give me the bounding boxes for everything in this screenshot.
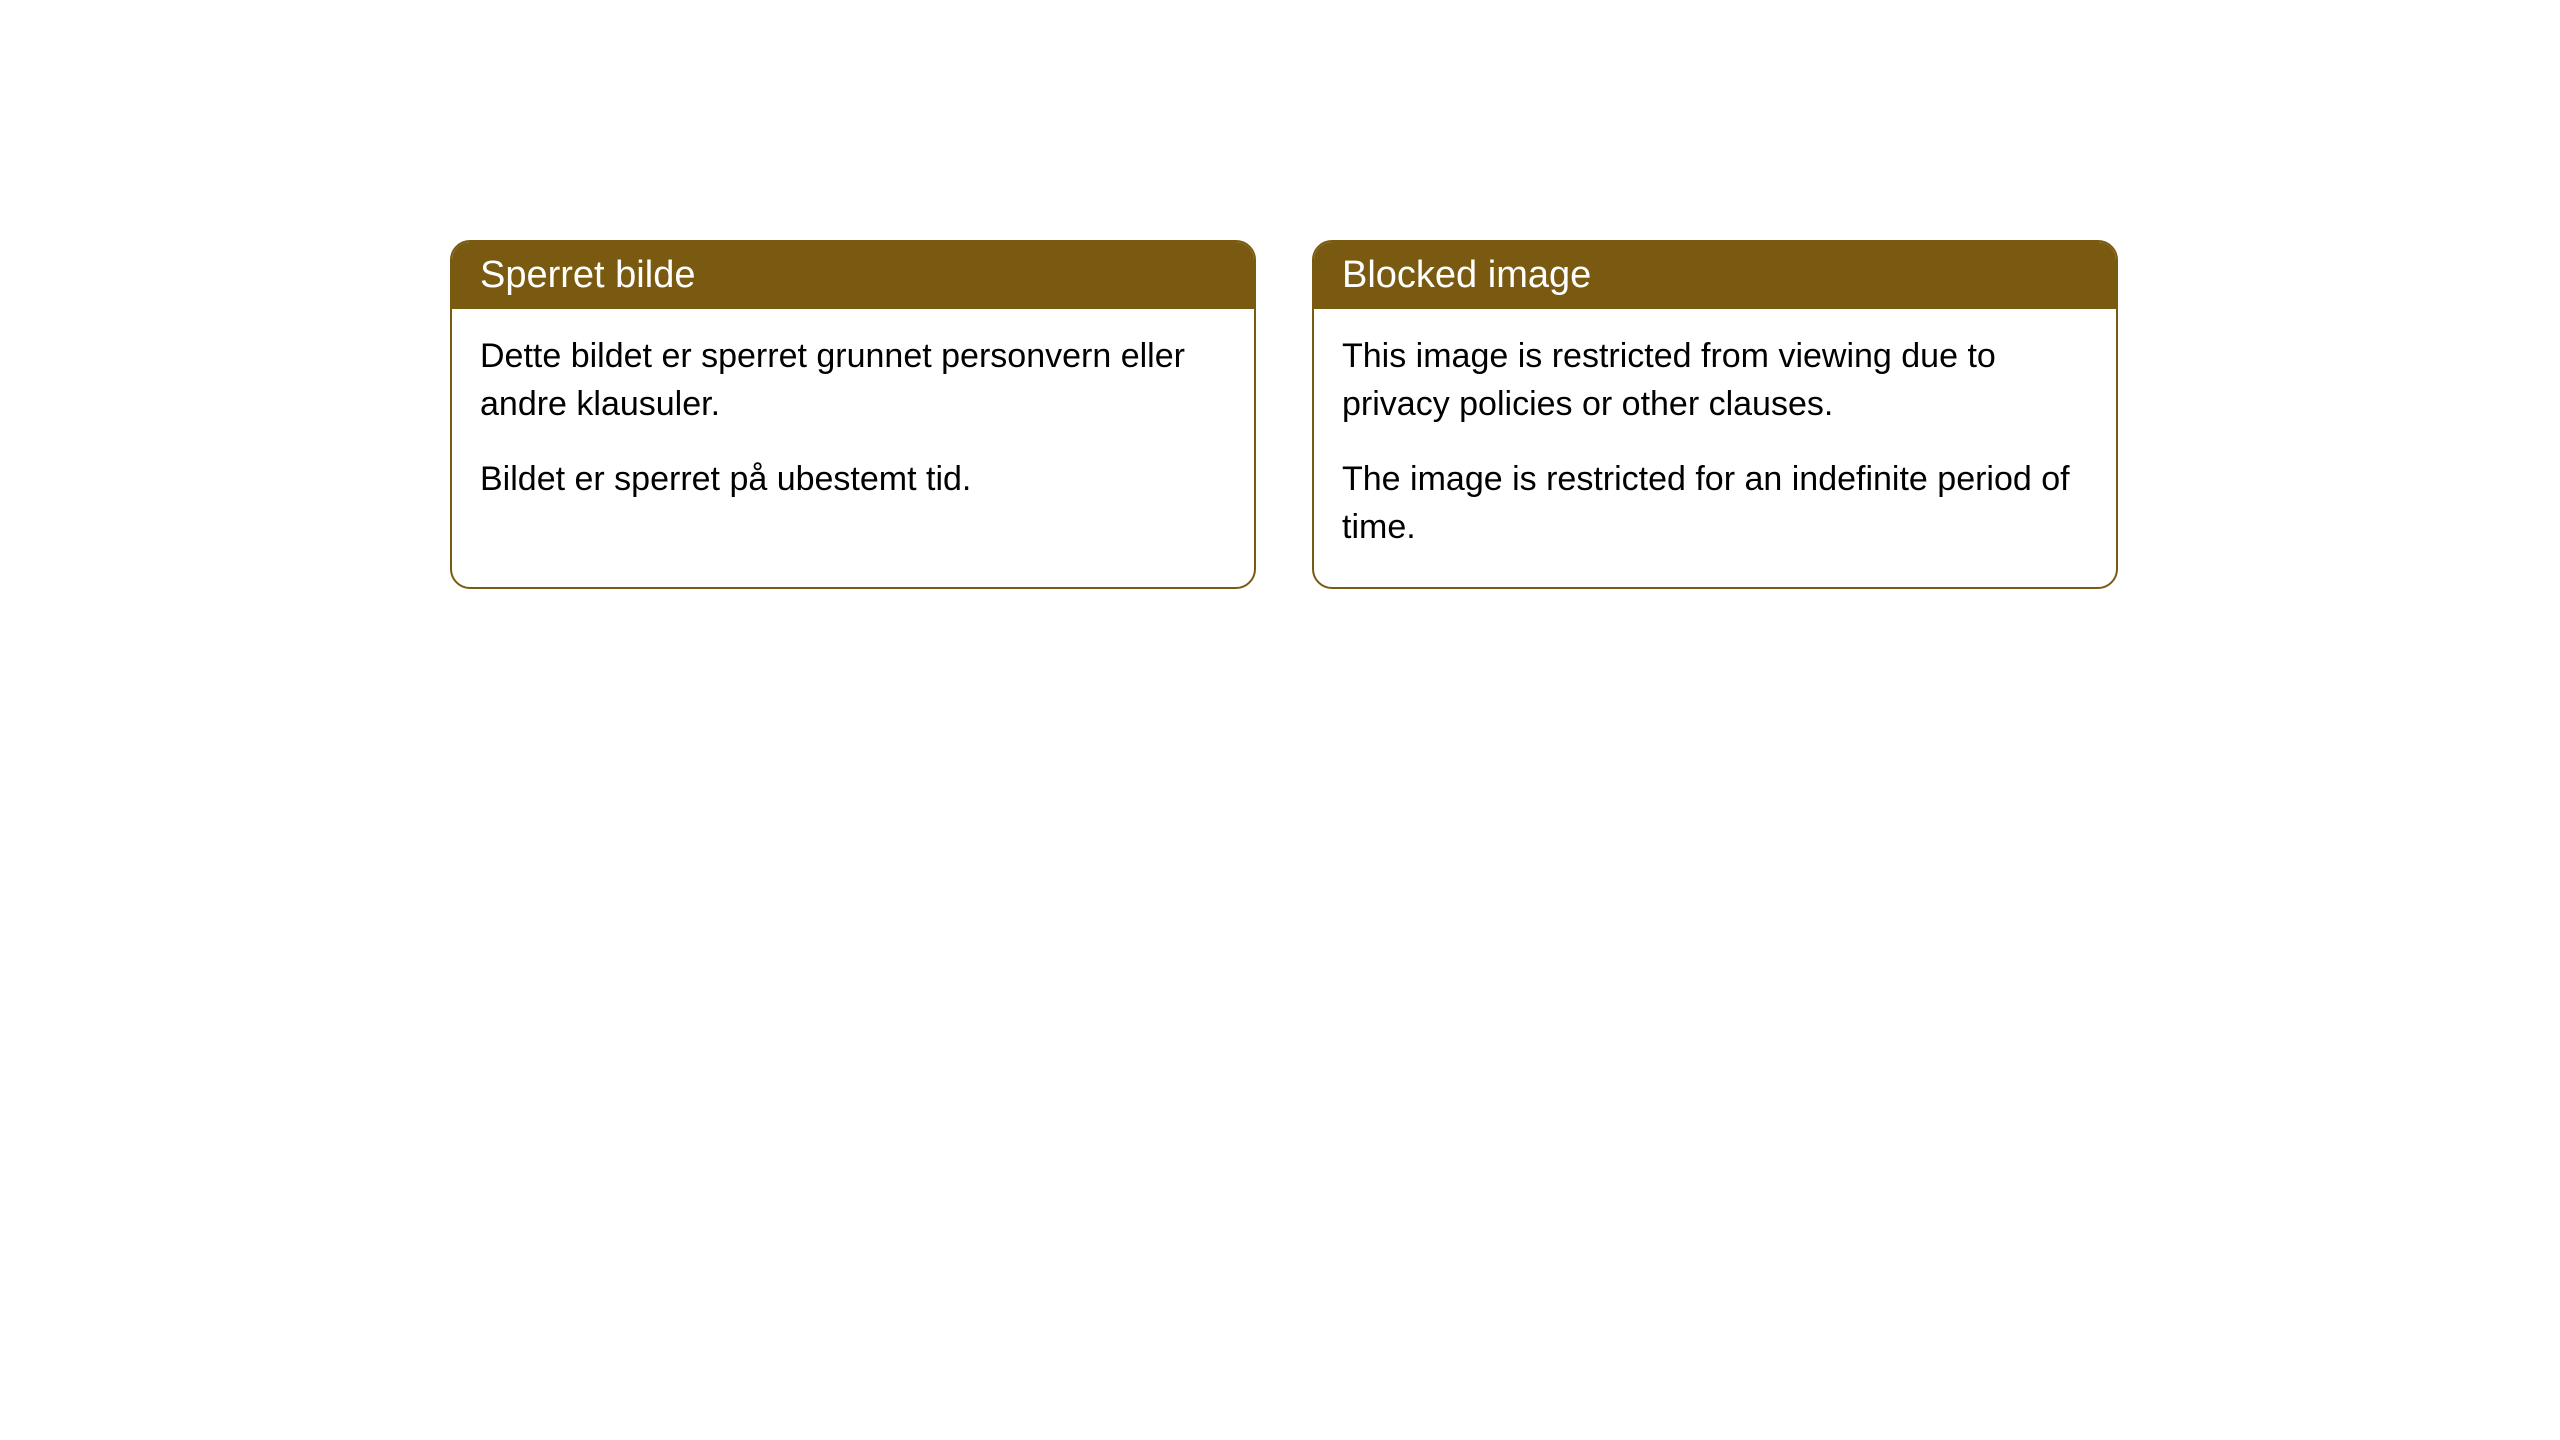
card-paragraph-1-norwegian: Dette bildet er sperret grunnet personve… <box>480 333 1226 428</box>
card-title-english: Blocked image <box>1342 254 1591 296</box>
card-title-norwegian: Sperret bilde <box>480 254 695 296</box>
card-paragraph-2-english: The image is restricted for an indefinit… <box>1342 456 2088 551</box>
card-header-english: Blocked image <box>1314 242 2116 309</box>
card-paragraph-2-norwegian: Bildet er sperret på ubestemt tid. <box>480 456 1226 504</box>
card-paragraph-1-english: This image is restricted from viewing du… <box>1342 333 2088 428</box>
blocked-image-card-norwegian: Sperret bilde Dette bildet er sperret gr… <box>450 240 1256 589</box>
cards-container: Sperret bilde Dette bildet er sperret gr… <box>450 240 2560 589</box>
blocked-image-card-english: Blocked image This image is restricted f… <box>1312 240 2118 589</box>
card-header-norwegian: Sperret bilde <box>452 242 1254 309</box>
card-body-norwegian: Dette bildet er sperret grunnet personve… <box>452 309 1254 540</box>
card-body-english: This image is restricted from viewing du… <box>1314 309 2116 587</box>
